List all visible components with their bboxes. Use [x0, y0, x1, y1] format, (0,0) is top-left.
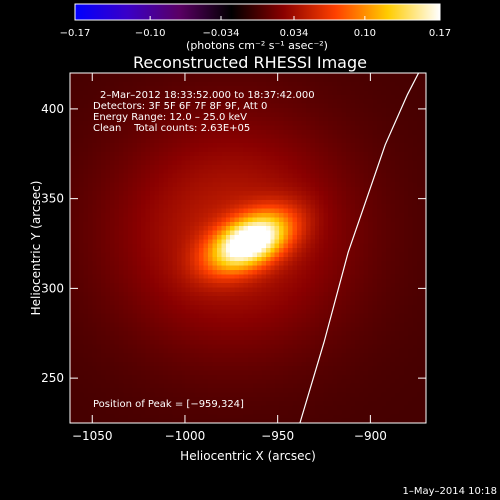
y-tick-label: 400 — [41, 102, 64, 116]
colorbar-tick-label: 0.17 — [429, 28, 451, 39]
chart-title: Reconstructed RHESSI Image — [133, 53, 367, 72]
colorbar-tick-label: 0.034 — [280, 28, 309, 39]
colorbar-tick-label: −0.10 — [135, 28, 166, 39]
footer-date: 1–May–2014 10:18 — [403, 486, 497, 497]
x-tick-label: −950 — [261, 429, 294, 443]
y-tick-label: 250 — [41, 371, 64, 385]
colorbar — [74, 3, 441, 21]
annotation-peak-position: Position of Peak = [−959,324] — [93, 399, 244, 410]
y-tick-label: 300 — [41, 281, 64, 295]
x-tick-label: −900 — [354, 429, 387, 443]
heatmap-image — [70, 73, 426, 423]
y-axis-ticks: 250 300 350 400 — [41, 102, 426, 385]
colorbar-ticks: −0.17 −0.10 −0.034 0.034 0.10 0.17 — [60, 16, 451, 39]
colorbar-tick-label: −0.034 — [202, 28, 239, 39]
x-axis-ticks: −1050 −1000 −950 −900 — [72, 73, 387, 443]
annotation-clean-counts: Clean Total counts: 2.63E+05 — [93, 123, 250, 134]
plot-frame — [69, 72, 427, 424]
y-axis-label: Heliocentric Y (arcsec) — [29, 181, 43, 316]
annotation-time-range: 2–Mar–2012 18:33:52.000 to 18:37:42.000 — [100, 90, 315, 101]
annotation-energy-range: Energy Range: 12.0 – 25.0 keV — [93, 112, 247, 123]
y-tick-label: 350 — [41, 192, 64, 206]
colorbar-tick-label: −0.17 — [60, 28, 91, 39]
x-tick-label: −1000 — [165, 429, 206, 443]
solar-limb-curve — [299, 73, 420, 423]
colorbar-unit-label: (photons cm⁻² s⁻¹ asec⁻²) — [186, 39, 328, 52]
colorbar-tick-label: 0.10 — [354, 28, 376, 39]
x-tick-label: −1050 — [72, 429, 113, 443]
annotation-detectors: Detectors: 3F 5F 6F 7F 8F 9F, Att 0 — [93, 101, 267, 112]
x-axis-label: Heliocentric X (arcsec) — [180, 449, 316, 463]
